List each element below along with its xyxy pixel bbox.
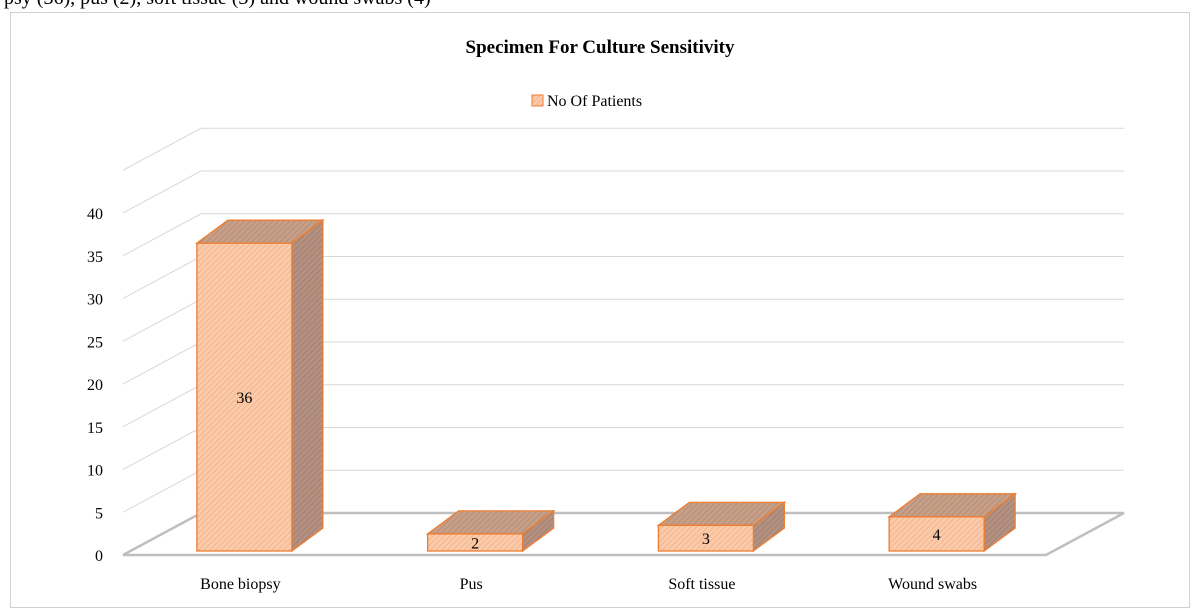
grid-diagonal (122, 341, 202, 385)
y-tick-label: 25 (87, 334, 103, 351)
bar-front (196, 242, 293, 552)
bar-chart: Specimen For Culture Sensitivity No Of P… (87, 37, 1125, 593)
bars: 36 2 3 4 (194, 218, 1018, 553)
bar-bone-biopsy: 36 (194, 218, 325, 553)
bar-pus: 2 (425, 509, 556, 552)
grid-diagonal (122, 384, 202, 428)
bar-side (291, 218, 324, 553)
bar-wound-swabs: 4 (887, 492, 1018, 553)
x-category-label: Soft tissue (668, 576, 735, 593)
floor-layer (122, 511, 1125, 557)
bar-soft-tissue: 3 (656, 501, 787, 553)
data-label: 4 (933, 527, 941, 544)
cropped-caption-text: psy (36), pus (2), soft tissue (3) and w… (0, 0, 1197, 10)
y-tick-label: 35 (87, 249, 103, 266)
legend-label: No Of Patients (547, 93, 642, 110)
y-tick-label: 30 (87, 292, 103, 309)
y-axis-ticks: 0 5 10 15 20 25 30 35 40 (87, 206, 103, 565)
grid-diagonal (122, 170, 202, 214)
grid-diagonal (122, 213, 202, 257)
grid-diagonal (122, 127, 202, 171)
chart-frame: Specimen For Culture Sensitivity No Of P… (10, 12, 1190, 608)
x-category-label: Pus (460, 576, 483, 593)
y-tick-label: 40 (87, 206, 103, 223)
legend-swatch (531, 94, 544, 107)
data-label: 36 (236, 390, 252, 407)
y-tick-label: 0 (95, 548, 103, 565)
y-tick-label: 5 (95, 505, 103, 522)
x-category-label: Bone biopsy (200, 576, 280, 593)
grid-diagonal (122, 256, 202, 299)
x-category-label: Wound swabs (888, 576, 977, 593)
bar-front (888, 516, 985, 552)
y-tick-label: 10 (87, 463, 103, 480)
grid-diagonal (122, 469, 202, 513)
caption-fragment: psy (36), pus (2), soft tissue (3) and w… (4, 0, 431, 10)
data-label: 2 (471, 535, 479, 552)
grid-layer (122, 127, 1124, 513)
chart-floor (122, 511, 1125, 557)
chart-title: Specimen For Culture Sensitivity (466, 37, 735, 58)
bar-front (657, 524, 755, 552)
legend: No Of Patients (531, 93, 642, 110)
y-tick-label: 15 (87, 420, 103, 437)
grid-diagonal (122, 298, 202, 342)
x-axis-categories: Bone biopsy Pus Soft tissue Wound swabs (200, 576, 977, 593)
grid-diagonal (122, 427, 202, 470)
data-label: 3 (702, 531, 710, 548)
bar-front (426, 533, 524, 552)
y-tick-label: 20 (87, 377, 103, 394)
